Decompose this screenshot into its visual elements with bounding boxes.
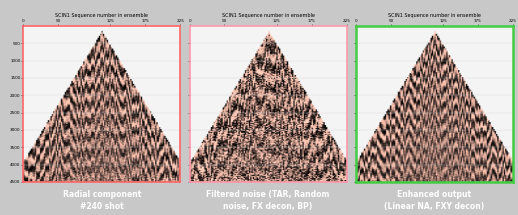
Text: Radial component
#240 shot: Radial component #240 shot — [63, 190, 141, 211]
X-axis label: SCIN1 Sequence number in ensemble: SCIN1 Sequence number in ensemble — [388, 13, 481, 18]
X-axis label: SCIN1 Sequence number in ensemble: SCIN1 Sequence number in ensemble — [222, 13, 314, 18]
X-axis label: SCIN1 Sequence number in ensemble: SCIN1 Sequence number in ensemble — [55, 13, 148, 18]
Text: Enhanced output
(Linear NA, FXY decon): Enhanced output (Linear NA, FXY decon) — [384, 190, 484, 211]
Text: Filtered noise (TAR, Random
noise, FX decon, BP): Filtered noise (TAR, Random noise, FX de… — [206, 190, 330, 211]
